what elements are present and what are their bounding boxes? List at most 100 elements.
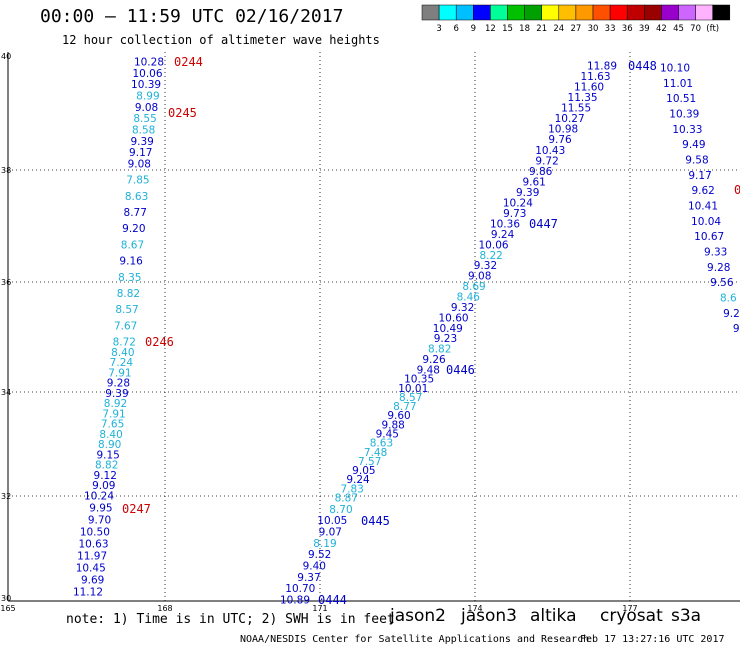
- wave-height-label: 8.58: [132, 125, 155, 137]
- wave-height-label: 8.99: [136, 91, 159, 103]
- wave-height-label: 8.87: [335, 493, 358, 505]
- page-title: 00:00 – 11:59 UTC 02/16/2017: [40, 6, 344, 27]
- track-0444: 11.8911.6311.6011.3511.5510.2710.989.761…: [280, 61, 617, 607]
- wave-height-label: 9.07: [319, 527, 342, 539]
- wave-height-label: 7.91: [108, 367, 131, 379]
- wave-height-label: 8.70: [329, 504, 352, 516]
- wave-height-label: 9.52: [308, 549, 331, 561]
- wave-height-label: 8.55: [133, 113, 156, 125]
- wave-height-label: 10.63: [78, 539, 108, 551]
- wave-height-label: 8.57: [115, 304, 138, 316]
- generated-timestamp: Feb 17 13:27:16 UTC 2017: [580, 634, 725, 645]
- wave-height-label: 10.36: [490, 219, 520, 231]
- wave-height-label: 8.67: [121, 239, 144, 251]
- wave-height-label: 11.35: [568, 92, 598, 104]
- pass-time-label: 0447: [529, 217, 558, 231]
- x-tick-label: 177: [622, 604, 637, 613]
- wave-height-label: 10.45: [76, 563, 106, 575]
- wave-height-label: 9.32: [474, 260, 497, 272]
- wave-height-label: 9.09: [92, 480, 115, 492]
- wave-height-label: 10.06: [479, 239, 509, 251]
- legend-label: 42: [656, 24, 667, 34]
- wave-height-label: 9.17: [129, 147, 152, 159]
- wave-height-label: 7.48: [364, 447, 387, 459]
- page-subtitle: 12 hour collection of altimeter wave hei…: [62, 33, 380, 47]
- wave-height-label: 9.26: [422, 354, 446, 366]
- wave-height-label: 9.73: [503, 208, 526, 220]
- legend-label: 6: [453, 24, 458, 34]
- wave-height-label: 9.08: [135, 102, 158, 114]
- legend-label: (ft): [706, 24, 719, 34]
- wave-height-label: 9.95: [89, 503, 112, 515]
- legend-label: 12: [485, 24, 496, 34]
- wave-height-label: 10.04: [691, 216, 721, 228]
- wave-height-label: 8.82: [117, 288, 140, 300]
- wave-height-label: 8.46: [457, 292, 481, 304]
- wave-height-label: 9.49: [682, 139, 705, 151]
- wave-height-label: 9.37: [297, 572, 320, 584]
- wave-height-label: 9.45: [376, 429, 399, 441]
- wave-height-label: 7.57: [358, 456, 381, 468]
- wave-height-label: 11.60: [574, 82, 604, 94]
- wave-height-label: 9.39: [516, 187, 539, 199]
- wave-height-label: 10.50: [80, 527, 110, 539]
- satellite-cryosat: cryosat: [600, 606, 663, 626]
- wave-height-label: 9.17: [688, 170, 711, 182]
- y-tick-label: 38: [1, 166, 11, 175]
- y-tick-label: 40: [1, 52, 11, 61]
- footer-note: note: 1) Time is in UTC; 2) SWH is in fe…: [66, 612, 395, 627]
- legend-label: 21: [536, 24, 547, 34]
- wave-height-label: 10.70: [285, 583, 315, 595]
- wave-height-label: 9.39: [105, 388, 128, 400]
- wave-height-label: 10.05: [317, 515, 347, 527]
- wave-height-label: 10.60: [439, 312, 469, 324]
- pass-time-label: 0246: [145, 335, 174, 349]
- pass-time-labels: 0244 0245 0246 0247 0444 0445 0446 0447 0448 0: [122, 55, 740, 607]
- wave-height-label: 9.76: [548, 134, 572, 146]
- legend-label: 33: [605, 24, 616, 34]
- wave-height-label: 8.77: [393, 401, 416, 413]
- y-tick-label: 30: [1, 594, 11, 603]
- wave-height-label: 9.15: [96, 449, 119, 461]
- wave-height-label: 9.: [733, 323, 740, 335]
- wave-height-label: 8.90: [98, 439, 121, 451]
- wave-height-label: 9.16: [119, 256, 143, 268]
- wave-height-label: 10.39: [669, 109, 699, 121]
- wave-height-label: 9.08: [128, 159, 151, 171]
- pass-time-label: 0247: [122, 502, 151, 516]
- wave-height-label: 9.48: [417, 365, 440, 377]
- wave-height-label: 10.10: [660, 63, 690, 75]
- wave-height-label: 9.23: [434, 333, 457, 345]
- y-tick-label: 36: [1, 278, 11, 287]
- legend-label: 36: [622, 24, 633, 34]
- satellite-altika: altika: [530, 606, 577, 626]
- wave-height-label: 10.89: [280, 595, 310, 607]
- wave-height-label: 10.98: [548, 124, 578, 136]
- wave-height-label: 11.55: [561, 103, 591, 115]
- pass-time-label: 0444: [318, 593, 347, 607]
- pass-time-label: 0: [734, 183, 740, 197]
- wave-height-label: 10.33: [672, 124, 702, 136]
- wave-height-label: 8.72: [113, 337, 136, 349]
- x-tick-label: 165: [0, 604, 15, 613]
- legend-label: 45: [673, 24, 684, 34]
- wave-height-label: 11.01: [663, 78, 693, 90]
- wave-height-label: 8.63: [370, 438, 393, 450]
- x-tick-label: 168: [157, 604, 172, 613]
- wave-height-label: 8.40: [99, 429, 122, 441]
- wave-height-label: 7.65: [101, 419, 124, 431]
- wave-height-label: 9.69: [81, 575, 104, 587]
- wave-height-label: 9.72: [535, 155, 558, 167]
- wave-height-label: 10.35: [404, 374, 434, 386]
- wave-height-label: 10.27: [555, 113, 585, 125]
- wave-height-label: 8.40: [111, 347, 134, 359]
- wave-height-label: 9.58: [685, 155, 708, 167]
- wave-height-label: 9.62: [691, 185, 714, 197]
- wave-height-label: 8.82: [95, 460, 118, 472]
- legend-label: 30: [588, 24, 599, 34]
- wave-height-label: 9.60: [387, 410, 410, 422]
- wave-height-label: 9.28: [707, 262, 730, 274]
- wave-height-label: 7.91: [102, 408, 125, 420]
- wave-height-label: 10.67: [694, 231, 724, 243]
